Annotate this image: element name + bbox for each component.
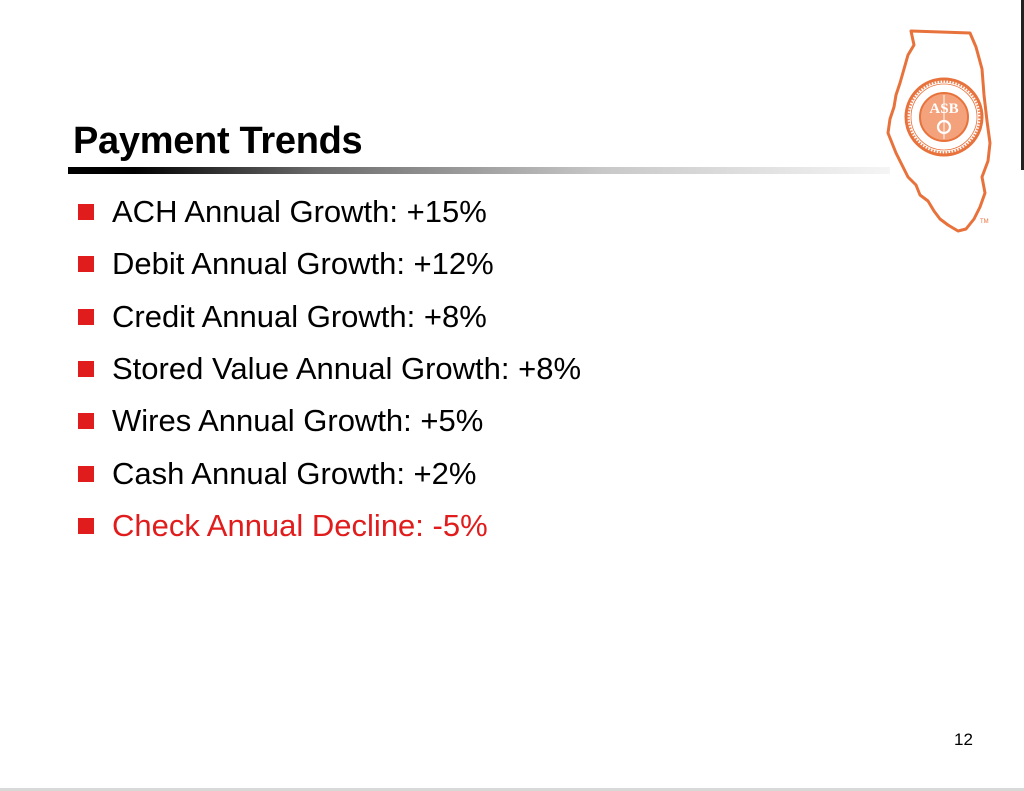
bullet-text: Credit Annual Growth: +8% [112, 298, 487, 334]
slide-right-edge [1021, 0, 1024, 170]
bullet-item: Wires Annual Growth: +5% [78, 395, 581, 447]
bullet-item: ACH Annual Growth: +15% [78, 186, 581, 238]
bullet-square-icon [78, 204, 94, 221]
bullet-square-icon [78, 361, 94, 378]
bullet-square-icon [78, 308, 94, 325]
bullet-item-highlight: Check Annual Decline: -5% [78, 500, 581, 552]
slide-title: Payment Trends [73, 120, 363, 162]
bullet-item: Debit Annual Growth: +12% [78, 238, 581, 290]
bullet-square-icon [78, 465, 94, 482]
bullet-text: Cash Annual Growth: +2% [112, 455, 477, 491]
bullet-text: Wires Annual Growth: +5% [112, 403, 484, 439]
slide-bottom-edge [0, 788, 1024, 791]
bullet-text: Check Annual Decline: -5% [112, 507, 488, 543]
bullet-list: ACH Annual Growth: +15% Debit Annual Gro… [78, 186, 581, 552]
title-underline [68, 167, 890, 174]
bullet-square-icon [78, 256, 94, 273]
bullet-square-icon [78, 413, 94, 430]
logo-tm-mark: TM [980, 219, 989, 225]
illinois-asbo-logo-icon: ASB TM [886, 29, 992, 233]
page-number: 12 [954, 730, 973, 749]
bullet-text: Stored Value Annual Growth: +8% [112, 351, 582, 387]
bullet-item: Cash Annual Growth: +2% [78, 447, 581, 499]
bullet-square-icon [78, 517, 94, 534]
bullet-item: Credit Annual Growth: +8% [78, 291, 581, 343]
bullet-item: Stored Value Annual Growth: +8% [78, 343, 581, 395]
bullet-text: Debit Annual Growth: +12% [112, 246, 494, 282]
bullet-text: ACH Annual Growth: +15% [112, 194, 487, 230]
